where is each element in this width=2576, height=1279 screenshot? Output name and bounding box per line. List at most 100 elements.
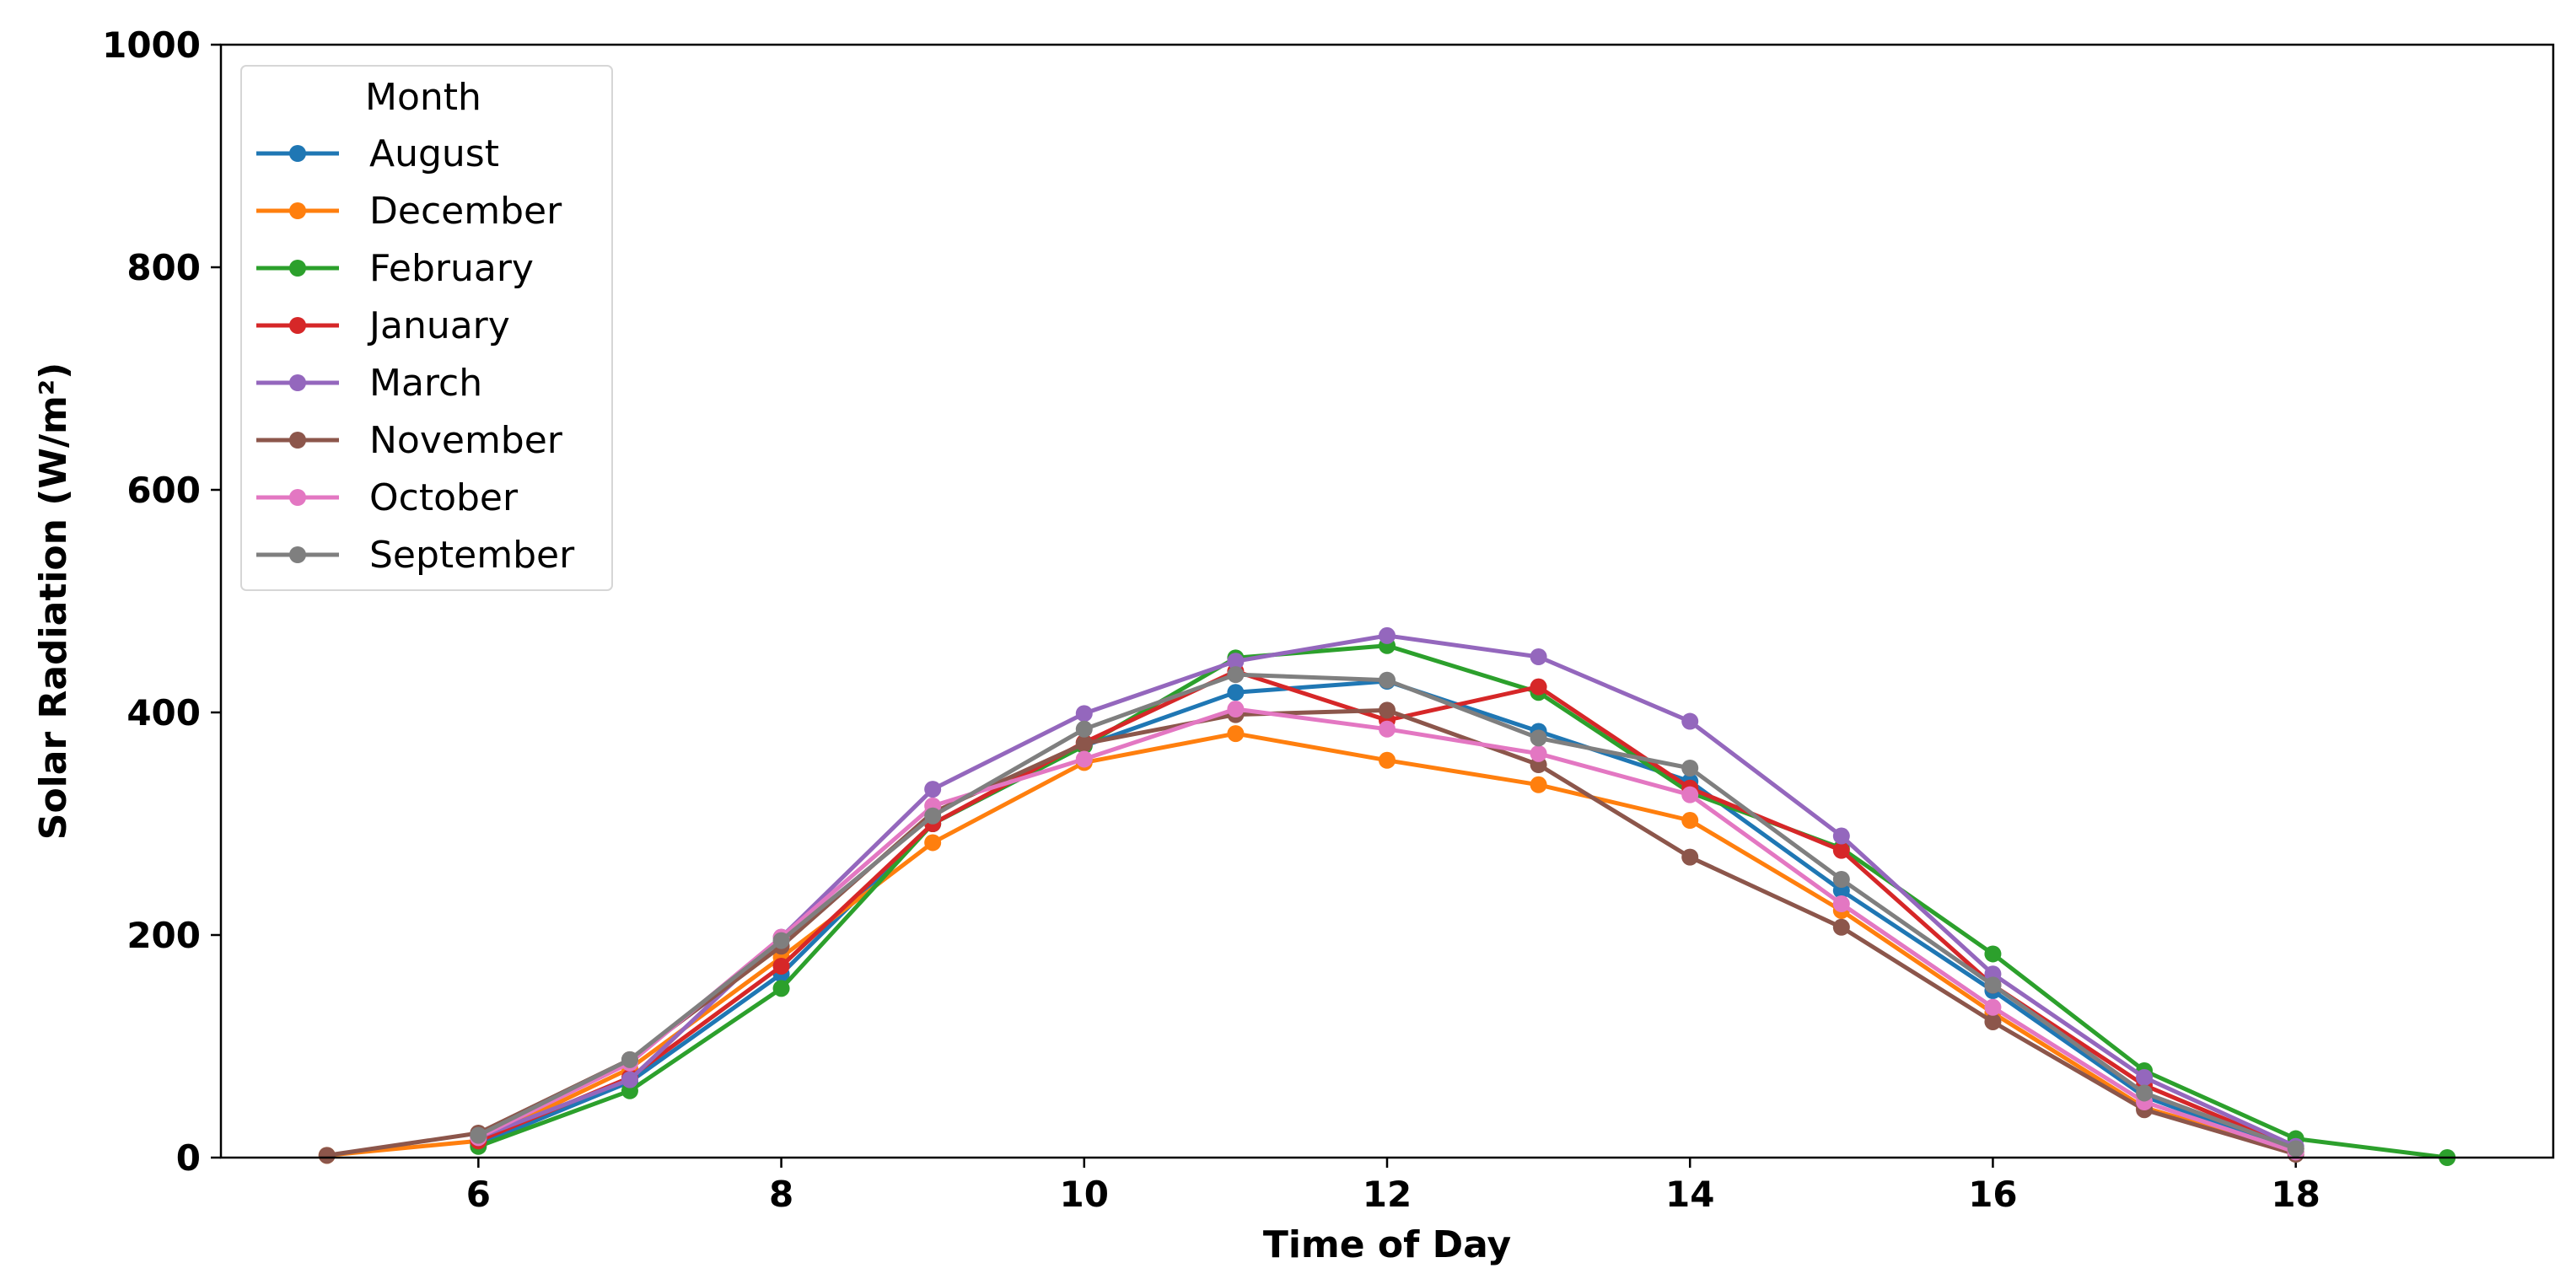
y-tick-label: 400: [126, 692, 201, 734]
data-point-september: [1832, 871, 1850, 888]
data-point-october: [1227, 701, 1245, 718]
x-axis-title: Time of Day: [1263, 1223, 1511, 1266]
data-point-september: [621, 1051, 638, 1068]
legend-item-september: September: [256, 534, 575, 577]
data-point-december: [924, 834, 942, 852]
legend-marker: [289, 489, 306, 506]
data-point-march: [1530, 648, 1547, 665]
legend-title: Month: [365, 76, 481, 119]
data-point-january: [1530, 678, 1547, 696]
legend-box: [240, 65, 613, 591]
plot-frame: [219, 43, 2555, 1159]
legend-marker: [289, 374, 306, 391]
data-point-march: [1379, 626, 1396, 644]
x-tick-label: 16: [1968, 1174, 2017, 1215]
legend-marker: [289, 260, 306, 277]
y-axis-title: Solar Radiation (W/m²): [32, 363, 75, 840]
data-point-october: [1984, 998, 2002, 1016]
series-line-january: [477, 669, 2297, 1151]
data-point-november: [1379, 701, 1396, 719]
x-tick-label: 8: [769, 1174, 793, 1215]
legend-label: January: [367, 304, 510, 347]
data-point-march: [1227, 653, 1245, 670]
x-tick-label: 18: [2271, 1174, 2320, 1215]
data-point-november: [1832, 918, 1850, 936]
series-line-october: [477, 707, 2297, 1154]
data-point-september: [1984, 976, 2002, 994]
data-point-september: [2287, 1140, 2304, 1158]
legend-label: October: [369, 476, 519, 519]
series-february: [470, 637, 2456, 1166]
data-point-december: [1530, 776, 1547, 793]
legend-marker: [289, 145, 306, 162]
x-tick-label: 12: [1363, 1174, 1412, 1215]
data-point-december: [1681, 812, 1699, 830]
legend-label: September: [369, 534, 575, 577]
data-point-march: [1075, 705, 1093, 723]
y-tick-label: 200: [126, 915, 201, 956]
data-point-december: [1379, 751, 1396, 769]
data-point-february: [1984, 945, 2002, 963]
data-point-september: [1681, 760, 1699, 777]
series-line-february: [477, 643, 2448, 1160]
data-point-january: [1832, 841, 1850, 859]
legend-label: August: [369, 132, 499, 175]
data-point-october: [1832, 895, 1850, 913]
data-point-september: [2136, 1084, 2154, 1102]
data-point-august: [1227, 684, 1245, 701]
legend-items: August December February January March Novemb…: [256, 132, 575, 577]
data-point-march: [1832, 827, 1850, 845]
series-august: [470, 673, 2304, 1161]
series-layer: [318, 626, 2456, 1166]
x-axis-ticks: 6 8 10 12 14 16 18: [466, 1158, 2321, 1215]
legend: Month August December February January March…: [240, 65, 613, 591]
x-tick-label: 6: [466, 1174, 491, 1215]
legend-marker: [289, 202, 306, 219]
data-point-november: [318, 1147, 336, 1164]
data-point-september: [1379, 671, 1396, 689]
data-point-march: [924, 781, 942, 798]
legend-label: November: [369, 419, 563, 462]
data-point-november: [1075, 734, 1093, 752]
data-point-march: [621, 1071, 638, 1088]
data-point-september: [1530, 729, 1547, 747]
data-point-september: [1075, 720, 1093, 738]
legend-item-february: February: [256, 247, 534, 290]
data-point-november: [1681, 848, 1699, 866]
y-tick-label: 800: [126, 247, 201, 288]
data-point-december: [1227, 725, 1245, 743]
data-point-january: [772, 957, 790, 975]
data-point-september: [772, 932, 790, 949]
data-point-november: [1984, 1013, 2002, 1030]
series-line-september: [477, 672, 2297, 1151]
legend-item-january: January: [256, 304, 510, 347]
y-tick-label: 1000: [102, 24, 201, 66]
legend-marker: [289, 432, 306, 449]
data-point-october: [1379, 720, 1396, 738]
legend-marker: [289, 317, 306, 334]
data-point-february: [772, 980, 790, 997]
data-point-october: [1530, 744, 1547, 762]
series-line-december: [326, 731, 2297, 1158]
series-september: [470, 666, 2304, 1158]
legend-item-august: August: [256, 132, 499, 175]
legend-label: December: [369, 190, 562, 233]
series-october: [470, 701, 2304, 1161]
legend-item-october: October: [256, 476, 519, 519]
data-point-september: [1227, 666, 1245, 684]
data-point-october: [1075, 750, 1093, 768]
data-point-september: [924, 807, 942, 825]
x-tick-label: 10: [1060, 1174, 1109, 1215]
legend-item-november: November: [256, 419, 563, 462]
data-point-september: [470, 1126, 487, 1144]
legend-item-march: March: [256, 362, 482, 405]
legend-marker: [289, 546, 306, 563]
legend-label: March: [369, 362, 482, 405]
y-tick-label: 600: [126, 470, 201, 511]
x-tick-label: 14: [1665, 1174, 1714, 1215]
data-point-october: [1681, 786, 1699, 803]
y-axis-ticks: 0 200 400 600 800 1000: [102, 24, 221, 1179]
legend-item-december: December: [256, 190, 562, 233]
data-point-march: [1681, 712, 1699, 730]
